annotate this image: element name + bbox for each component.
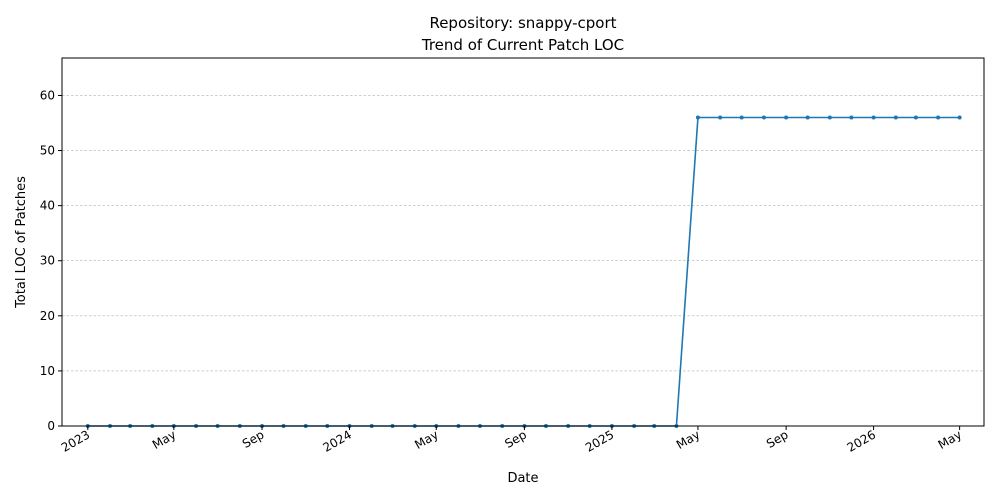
x-tick-label: 2024 <box>321 427 354 454</box>
series-layer <box>85 115 962 428</box>
y-tick-label: 20 <box>40 309 55 323</box>
x-axis-label: Date <box>507 471 538 486</box>
plot-area <box>61 57 985 427</box>
y-tick-label: 10 <box>40 364 55 378</box>
y-tick-label: 60 <box>40 88 55 102</box>
x-tick-label: 2026 <box>845 427 878 454</box>
y-tick-label: 30 <box>40 254 55 268</box>
x-axis: 2023 May Sep 2024 May Sep 2025 May Sep 2026 May <box>59 426 964 455</box>
data-point <box>805 115 810 120</box>
y-axis: 0 10 20 30 40 50 60 <box>40 88 62 433</box>
x-tick-label: May <box>674 427 702 452</box>
x-tick-label: Sep <box>240 427 267 450</box>
data-point <box>784 115 789 120</box>
data-point <box>936 115 941 120</box>
y-tick-label: 40 <box>40 199 55 213</box>
x-tick-label: Sep <box>764 427 791 450</box>
y-tick-label: 50 <box>40 144 55 158</box>
data-point <box>871 115 876 120</box>
x-tick-label: May <box>412 427 440 452</box>
data-point <box>849 115 854 120</box>
x-tick-label: May <box>150 427 178 452</box>
data-point <box>827 115 832 120</box>
data-point <box>695 115 700 120</box>
data-point <box>957 115 962 120</box>
x-tick-label: Sep <box>502 427 529 450</box>
data-point <box>893 115 898 120</box>
x-tick-label: 2023 <box>59 427 92 454</box>
data-point <box>913 115 918 120</box>
grid-lines <box>62 95 984 372</box>
data-point <box>761 115 766 120</box>
series-line <box>87 116 960 427</box>
y-axis-label: Total LOC of Patches <box>14 176 29 309</box>
x-tick-label: 2025 <box>583 427 616 454</box>
chart-title-line-2: Trend of Current Patch LOC <box>421 36 624 54</box>
chart-title-line-1: Repository: snappy-cport <box>429 14 616 32</box>
data-point <box>739 115 744 120</box>
data-point <box>718 115 723 120</box>
y-tick-label: 0 <box>47 419 55 433</box>
x-tick-label: May <box>936 427 964 452</box>
